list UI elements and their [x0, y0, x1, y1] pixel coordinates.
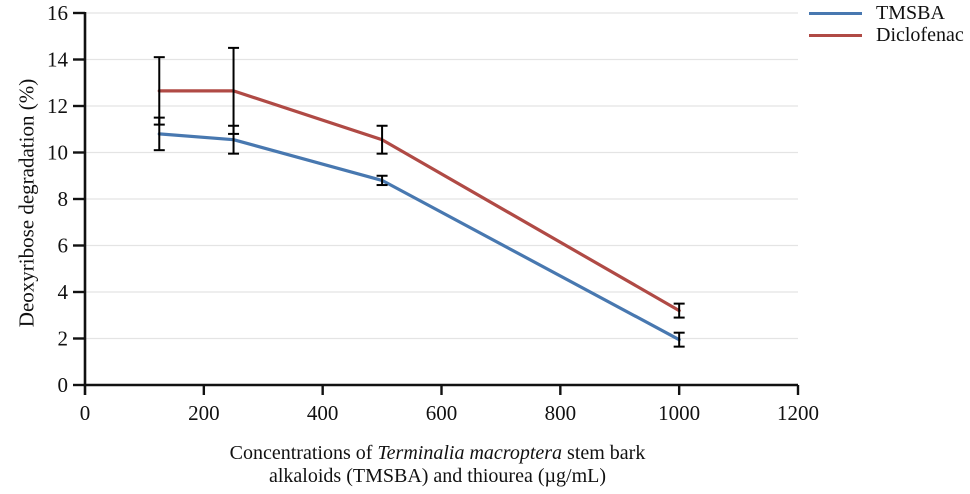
y-tick-label: 10 — [47, 141, 68, 165]
y-tick-label: 16 — [47, 1, 68, 25]
series-line-diclofenac — [157, 89, 681, 313]
tmsba-line-swatch — [809, 11, 862, 15]
x-axis-title: Concentrations of Terminalia macroptera … — [85, 442, 790, 488]
x-axis-title-text: Concentrations of — [229, 442, 378, 464]
x-tick-label: 400 — [307, 401, 339, 425]
series-line-tmsba — [157, 132, 681, 342]
legend: TMSBA Diclofenac — [809, 2, 964, 46]
y-tick-label: 2 — [58, 327, 69, 351]
y-tick-label: 0 — [58, 373, 69, 397]
x-tick-label: 200 — [188, 401, 220, 425]
x-tick-label: 800 — [545, 401, 577, 425]
legend-item-diclofenac: Diclofenac — [809, 24, 964, 46]
x-axis-title-text-suffix: stem bark — [562, 442, 646, 464]
legend-label-diclofenac: Diclofenac — [876, 23, 964, 46]
diclofenac-line-swatch — [809, 33, 862, 37]
x-axis-title-line1: Concentrations of Terminalia macroptera … — [85, 442, 790, 465]
x-tick-label: 1000 — [658, 401, 700, 425]
x-axis-title-line2: alkaloids (TMSBA) and thiourea (µg/mL) — [268, 465, 606, 487]
y-tick-label: 4 — [58, 280, 69, 304]
x-axis-title-species-italic: Terminalia macroptera — [377, 442, 563, 464]
y-axis-title: Deoxyribose degradation (%) — [14, 78, 39, 328]
y-tick-label: 6 — [58, 234, 69, 258]
y-tick-label: 14 — [47, 48, 69, 72]
x-tick-label: 0 — [80, 401, 91, 425]
x-tick-label: 1200 — [777, 401, 819, 425]
y-tick-label: 12 — [47, 94, 68, 118]
legend-item-tmsba: TMSBA — [809, 2, 964, 24]
legend-label-tmsba: TMSBA — [876, 1, 945, 24]
x-tick-label: 600 — [426, 401, 458, 425]
y-tick-label: 8 — [58, 187, 69, 211]
